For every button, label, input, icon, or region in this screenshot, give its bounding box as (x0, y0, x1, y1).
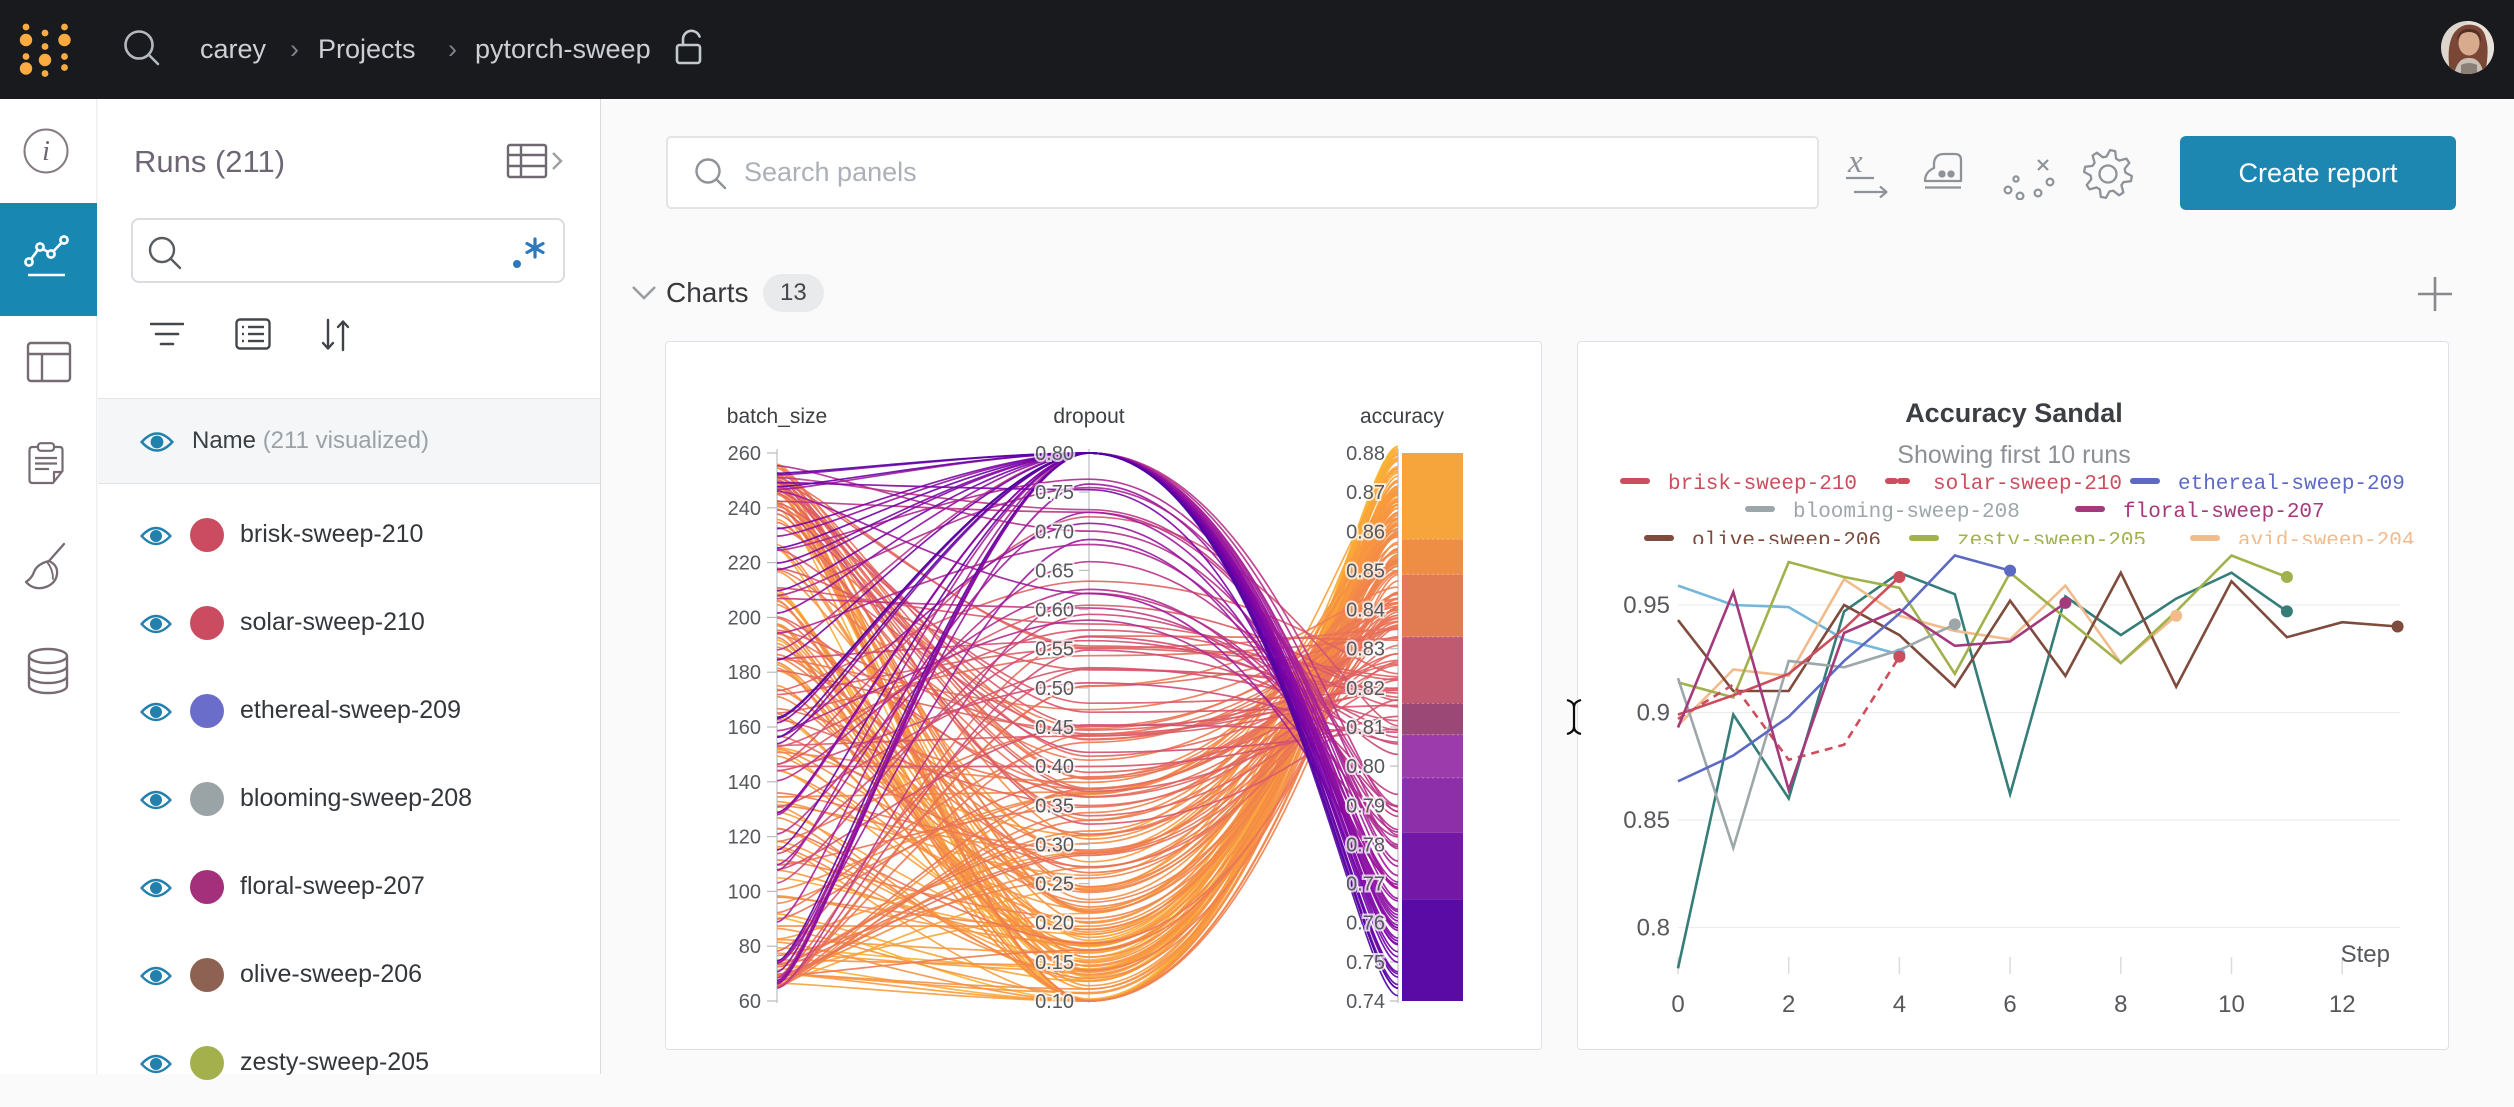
svg-text:avid-sweep-204: avid-sweep-204 (2238, 530, 2414, 553)
svg-text:0.84: 0.84 (1346, 600, 1385, 622)
svg-text:0.82: 0.82 (1346, 678, 1385, 700)
svg-text:0.50: 0.50 (1035, 678, 1074, 700)
svg-text:0.74: 0.74 (1346, 991, 1385, 1013)
svg-text:0.40: 0.40 (1035, 756, 1074, 778)
svg-text:0.81: 0.81 (1346, 717, 1385, 739)
svg-text:60: 60 (739, 991, 761, 1013)
svg-text:0.40: 0.40 (1035, 756, 1074, 778)
svg-text:0.85: 0.85 (1346, 560, 1385, 582)
svg-text:0.65: 0.65 (1035, 560, 1074, 582)
svg-text:0.65: 0.65 (1035, 560, 1074, 582)
svg-text:0.60: 0.60 (1035, 600, 1074, 622)
svg-text:6: 6 (2003, 991, 2016, 1018)
svg-text:0.83: 0.83 (1346, 639, 1385, 661)
svg-text:solar-sweep-210: solar-sweep-210 (1933, 473, 2122, 496)
svg-text:8: 8 (2114, 991, 2127, 1018)
svg-text:0.80: 0.80 (1035, 443, 1074, 465)
svg-text:0.9: 0.9 (1637, 700, 1670, 727)
svg-text:0.60: 0.60 (1035, 600, 1074, 622)
svg-text:0.80: 0.80 (1346, 756, 1385, 778)
svg-text:100: 100 (728, 881, 761, 903)
svg-text:0.80: 0.80 (1035, 443, 1074, 465)
svg-text:0.20: 0.20 (1035, 913, 1074, 935)
svg-text:0.88: 0.88 (1346, 443, 1385, 465)
svg-text:140: 140 (728, 772, 761, 794)
svg-text:0.85: 0.85 (1623, 807, 1670, 834)
svg-text:floral-sweep-207: floral-sweep-207 (2123, 501, 2325, 524)
svg-text:0.78: 0.78 (1346, 834, 1385, 856)
svg-text:220: 220 (728, 553, 761, 575)
svg-text:200: 200 (728, 607, 761, 629)
svg-text:0.76: 0.76 (1346, 913, 1385, 935)
svg-text:0.30: 0.30 (1035, 834, 1074, 856)
svg-text:0.25: 0.25 (1035, 874, 1074, 896)
svg-text:0.86: 0.86 (1346, 521, 1385, 543)
svg-text:batch_size: batch_size (727, 405, 827, 428)
svg-text:Showing first 10 runs: Showing first 10 runs (1897, 441, 2130, 469)
svg-text:dropout: dropout (1053, 405, 1124, 428)
svg-text:10: 10 (2218, 991, 2245, 1018)
svg-text:2: 2 (1782, 991, 1795, 1018)
svg-text:0.74: 0.74 (1346, 991, 1385, 1013)
svg-text:260: 260 (728, 443, 761, 465)
svg-text:0.78: 0.78 (1346, 834, 1385, 856)
svg-text:Step: Step (2341, 941, 2390, 968)
svg-text:0.86: 0.86 (1346, 521, 1385, 543)
svg-text:0.35: 0.35 (1035, 795, 1074, 817)
svg-text:160: 160 (728, 717, 761, 739)
svg-text:0.25: 0.25 (1035, 874, 1074, 896)
svg-text:0.82: 0.82 (1346, 678, 1385, 700)
svg-text:0.50: 0.50 (1035, 678, 1074, 700)
svg-text:zesty-sweep-205: zesty-sweep-205 (1957, 530, 2146, 553)
svg-text:blooming-sweep-208: blooming-sweep-208 (1793, 501, 2020, 524)
svg-text:0.85: 0.85 (1346, 560, 1385, 582)
svg-text:0.35: 0.35 (1035, 795, 1074, 817)
svg-text:0.70: 0.70 (1035, 521, 1074, 543)
svg-text:0.30: 0.30 (1035, 834, 1074, 856)
svg-text:0.15: 0.15 (1035, 952, 1074, 974)
svg-text:0.77: 0.77 (1346, 874, 1385, 896)
svg-text:80: 80 (739, 936, 761, 958)
svg-text:0.70: 0.70 (1035, 521, 1074, 543)
svg-text:0.76: 0.76 (1346, 913, 1385, 935)
svg-text:ethereal-sweep-209: ethereal-sweep-209 (2178, 473, 2405, 496)
svg-text:0.55: 0.55 (1035, 639, 1074, 661)
svg-text:0.80: 0.80 (1346, 756, 1385, 778)
svg-text:0.15: 0.15 (1035, 952, 1074, 974)
svg-text:0.88: 0.88 (1346, 443, 1385, 465)
svg-text:x: x (1847, 146, 1863, 180)
svg-text:0.10: 0.10 (1035, 991, 1074, 1013)
svg-text:0.8: 0.8 (1637, 915, 1670, 942)
svg-text:olive-sweep-206: olive-sweep-206 (1692, 530, 1881, 553)
svg-text:0.75: 0.75 (1035, 482, 1074, 504)
svg-text:0.84: 0.84 (1346, 600, 1385, 622)
svg-text:0.20: 0.20 (1035, 913, 1074, 935)
svg-text:0.87: 0.87 (1346, 482, 1385, 504)
svg-text:0.45: 0.45 (1035, 717, 1074, 739)
svg-text:0: 0 (1671, 991, 1684, 1018)
svg-text:12: 12 (2329, 991, 2356, 1018)
svg-text:240: 240 (728, 498, 761, 520)
svg-text:0.79: 0.79 (1346, 795, 1385, 817)
svg-text:0.81: 0.81 (1346, 717, 1385, 739)
svg-text:180: 180 (728, 662, 761, 684)
svg-text:0.87: 0.87 (1346, 482, 1385, 504)
svg-text:0.79: 0.79 (1346, 795, 1385, 817)
svg-text:accuracy: accuracy (1360, 405, 1445, 428)
svg-text:0.45: 0.45 (1035, 717, 1074, 739)
svg-text:120: 120 (728, 827, 761, 849)
svg-text:0.95: 0.95 (1623, 592, 1670, 619)
svg-text:0.55: 0.55 (1035, 639, 1074, 661)
svg-text:0.77: 0.77 (1346, 874, 1385, 896)
svg-text:i: i (42, 136, 50, 167)
svg-text:0.75: 0.75 (1035, 482, 1074, 504)
svg-text:0.83: 0.83 (1346, 639, 1385, 661)
svg-text:Accuracy Sandal: Accuracy Sandal (1905, 398, 2123, 428)
svg-text:0.75: 0.75 (1346, 952, 1385, 974)
svg-text:0.75: 0.75 (1346, 952, 1385, 974)
svg-text:0.10: 0.10 (1035, 991, 1074, 1013)
svg-text:4: 4 (1893, 991, 1906, 1018)
svg-text:brisk-sweep-210: brisk-sweep-210 (1668, 473, 1857, 496)
